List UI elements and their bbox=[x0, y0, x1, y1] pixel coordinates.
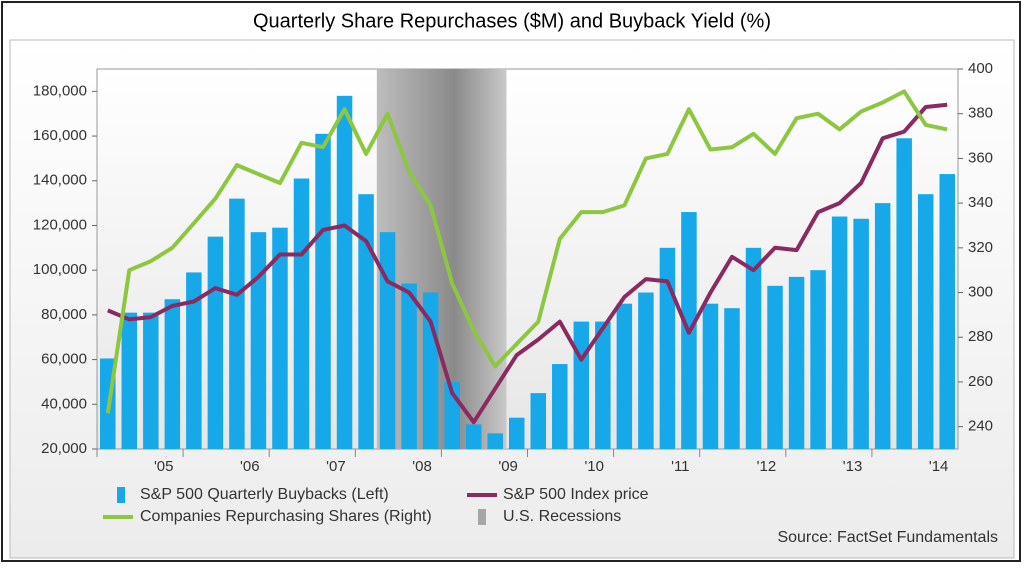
bar bbox=[573, 321, 590, 449]
bar bbox=[810, 270, 826, 449]
x-tick-label: '10 bbox=[584, 458, 604, 475]
y-tick-label: 160,000 bbox=[33, 127, 87, 144]
x-tick-label: '05 bbox=[154, 458, 174, 475]
bar bbox=[724, 308, 740, 449]
y2-tick-label: 380 bbox=[968, 105, 993, 122]
recession-band bbox=[462, 69, 485, 449]
bar bbox=[250, 232, 267, 449]
y-tick-label: 140,000 bbox=[33, 172, 87, 189]
bar bbox=[853, 218, 869, 449]
bar bbox=[121, 312, 138, 449]
x-tick-label: '12 bbox=[757, 458, 777, 475]
x-tick-label: '06 bbox=[240, 458, 260, 475]
y-tick-label: 100,000 bbox=[33, 261, 87, 278]
bar bbox=[831, 216, 848, 449]
y-tick-label: 40,000 bbox=[41, 395, 87, 412]
plot-area bbox=[96, 68, 959, 450]
bar bbox=[229, 198, 245, 449]
y2-tick-label: 280 bbox=[968, 328, 993, 345]
bar bbox=[874, 203, 891, 449]
legend-label: Companies Repurchasing Shares (Right) bbox=[140, 508, 432, 525]
bar bbox=[595, 321, 611, 449]
bar bbox=[315, 133, 331, 449]
bar bbox=[336, 95, 353, 449]
x-tick-label: '14 bbox=[929, 458, 949, 475]
bar bbox=[465, 424, 482, 449]
bar bbox=[917, 194, 934, 449]
bar bbox=[293, 178, 310, 449]
bar bbox=[401, 283, 417, 449]
bar bbox=[939, 174, 955, 449]
legend-label: S&P 500 Index price bbox=[503, 486, 649, 503]
recession-band bbox=[484, 69, 507, 449]
bar bbox=[616, 303, 633, 449]
bar bbox=[379, 232, 396, 449]
y2-tick-label: 300 bbox=[968, 283, 993, 300]
bar bbox=[745, 247, 762, 449]
bar bbox=[702, 303, 719, 449]
y2-tick-label: 260 bbox=[968, 373, 993, 390]
legend-label: U.S. Recessions bbox=[503, 508, 621, 525]
bar bbox=[164, 299, 181, 449]
recession-band bbox=[441, 69, 464, 449]
legend-swatch bbox=[478, 509, 486, 525]
x-tick-label: '07 bbox=[326, 458, 346, 475]
legend-swatch bbox=[117, 487, 125, 503]
y2-tick-label: 400 bbox=[968, 60, 993, 77]
line-series bbox=[105, 89, 948, 414]
bar bbox=[530, 393, 547, 449]
y-tick-label: 80,000 bbox=[41, 306, 87, 323]
line-series bbox=[107, 102, 948, 425]
bar bbox=[638, 292, 654, 449]
bar bbox=[659, 247, 676, 449]
source: Source: FactSet Fundamentals bbox=[777, 529, 998, 546]
bar bbox=[186, 272, 202, 449]
bar bbox=[143, 312, 159, 449]
legend-label: S&P 500 Quarterly Buybacks (Left) bbox=[140, 486, 389, 503]
bar bbox=[272, 227, 288, 449]
y2-tick-label: 320 bbox=[968, 239, 993, 256]
bar bbox=[552, 364, 568, 449]
bar bbox=[767, 285, 783, 449]
bar bbox=[788, 276, 805, 449]
y-tick-label: 120,000 bbox=[33, 216, 87, 233]
x-tick-label: '08 bbox=[412, 458, 432, 475]
y2-tick-label: 340 bbox=[968, 194, 993, 211]
y2-tick-label: 240 bbox=[968, 418, 993, 435]
y-tick-label: 180,000 bbox=[33, 82, 87, 99]
bar bbox=[508, 417, 525, 449]
bar bbox=[896, 138, 912, 449]
x-tick-label: '11 bbox=[671, 458, 689, 475]
bar bbox=[358, 194, 374, 449]
y2-tick-label: 360 bbox=[968, 149, 993, 166]
y-tick-label: 20,000 bbox=[41, 440, 87, 457]
x-tick-label: '09 bbox=[498, 458, 518, 475]
chart-title: Quarterly Share Repurchases ($M) and Buy… bbox=[253, 10, 771, 32]
bar bbox=[487, 433, 503, 449]
y-tick-label: 60,000 bbox=[41, 351, 87, 368]
bar bbox=[207, 236, 224, 449]
x-tick-label: '13 bbox=[843, 458, 863, 475]
